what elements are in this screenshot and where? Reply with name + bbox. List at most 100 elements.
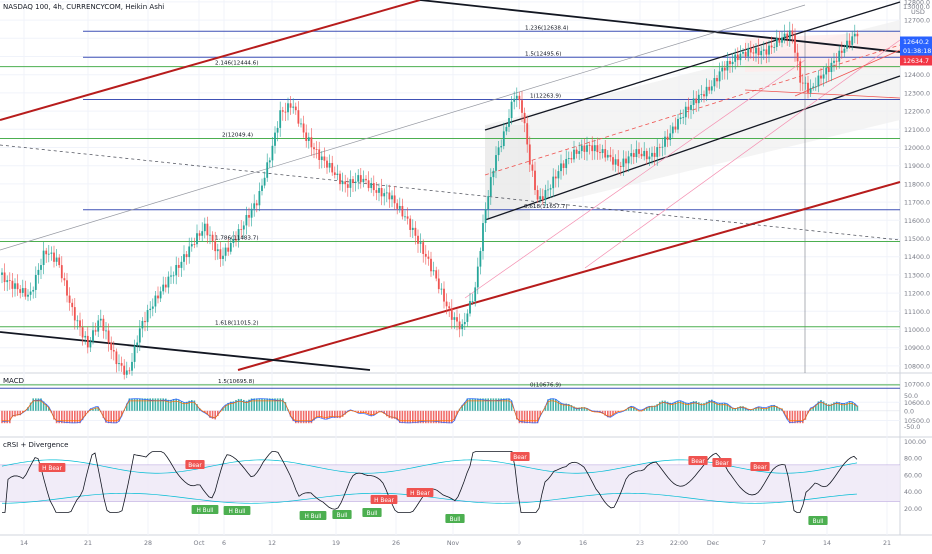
macd-histogram-bar bbox=[284, 402, 287, 411]
candle-body bbox=[575, 149, 578, 154]
candle-body bbox=[99, 318, 102, 321]
candle-body bbox=[567, 158, 570, 159]
candle-body bbox=[120, 363, 123, 366]
candle-body bbox=[638, 149, 640, 154]
macd-histogram-bar bbox=[778, 407, 781, 411]
macd-histogram-bar bbox=[466, 398, 469, 411]
time-tick-label: 7 bbox=[762, 540, 766, 547]
macd-histogram-bar bbox=[396, 410, 398, 421]
macd-histogram-bar bbox=[508, 398, 510, 411]
macd-histogram-bar bbox=[799, 410, 801, 424]
macd-histogram-bar bbox=[770, 405, 773, 411]
price-tick-label: 12400.0 bbox=[904, 72, 930, 79]
macd-histogram-bar bbox=[16, 410, 19, 416]
crsi-signal-bear: Bear bbox=[750, 462, 770, 471]
signal-label-bg bbox=[299, 511, 327, 520]
crsi-tick-label: 80.00 bbox=[904, 456, 922, 463]
time-tick-label: Nov bbox=[447, 540, 460, 547]
macd-histogram-bar bbox=[601, 410, 604, 414]
signal-label-text: H Bull bbox=[228, 509, 245, 515]
candle-body bbox=[573, 149, 575, 160]
macd-histogram-bar bbox=[32, 398, 34, 411]
candle-body bbox=[151, 306, 154, 309]
candle-body bbox=[16, 283, 19, 290]
macd-histogram-bar bbox=[305, 410, 307, 424]
macd-histogram-bar bbox=[685, 402, 687, 411]
candle-body bbox=[640, 153, 643, 157]
macd-histogram-bar bbox=[843, 403, 846, 411]
macd-histogram-bar bbox=[711, 399, 713, 411]
candle-body bbox=[736, 54, 739, 61]
signal-label-text: Bear bbox=[188, 463, 202, 469]
candle-body bbox=[198, 233, 201, 236]
candle-body bbox=[687, 106, 690, 110]
fib-level-label: 0.618(11657.7) bbox=[524, 204, 568, 210]
macd-histogram-bar bbox=[243, 399, 245, 411]
macd-histogram-bar bbox=[388, 410, 391, 419]
candle-body bbox=[599, 152, 601, 154]
candle-body bbox=[554, 176, 557, 179]
macd-histogram-bar bbox=[474, 398, 476, 411]
candle-body bbox=[94, 330, 97, 332]
macd-histogram-bar bbox=[523, 410, 526, 424]
price-tick-label: 11400.0 bbox=[904, 254, 930, 261]
macd-histogram-bar bbox=[81, 410, 84, 421]
macd-histogram-bar bbox=[708, 400, 710, 411]
candle-body bbox=[206, 223, 209, 236]
candle-body bbox=[172, 275, 175, 277]
macd-histogram-bar bbox=[646, 407, 648, 411]
macd-tick-label: 50.0 bbox=[904, 393, 918, 400]
macd-histogram-bar bbox=[120, 410, 123, 417]
crsi-signal-bear: Bear bbox=[712, 458, 732, 467]
macd-histogram-bar bbox=[159, 398, 162, 411]
signal-label-bg bbox=[712, 458, 732, 467]
macd-histogram-bar bbox=[612, 410, 614, 416]
candle-body bbox=[435, 270, 438, 279]
macd-histogram-bar bbox=[630, 406, 632, 411]
signal-label-bg bbox=[185, 460, 205, 469]
time-tick-label: 12 bbox=[268, 540, 276, 547]
signal-label-bg bbox=[38, 463, 66, 472]
macd-histogram-bar bbox=[419, 410, 422, 424]
macd-histogram-bar bbox=[149, 398, 151, 411]
current-price-tag-text: 12640.2 bbox=[903, 39, 929, 46]
candle-body bbox=[354, 181, 357, 184]
macd-histogram-bar bbox=[362, 410, 365, 413]
candle-body bbox=[315, 149, 318, 150]
macd-histogram-bar bbox=[820, 400, 822, 411]
candle-body bbox=[170, 275, 172, 277]
macd-histogram-bar bbox=[357, 410, 359, 414]
candle-body bbox=[196, 233, 198, 245]
macd-histogram-bar bbox=[55, 410, 58, 424]
candle-body bbox=[479, 251, 482, 267]
macd-histogram-bar bbox=[170, 399, 172, 411]
macd-histogram-bar bbox=[729, 405, 731, 411]
macd-histogram-bar bbox=[113, 410, 115, 424]
macd-histogram-bar bbox=[672, 402, 674, 411]
candle-body bbox=[794, 34, 796, 53]
candle-body bbox=[677, 118, 679, 130]
candle-body bbox=[292, 106, 295, 108]
candle-body bbox=[250, 208, 253, 218]
macd-histogram-bar bbox=[105, 410, 107, 423]
macd-histogram-bar bbox=[63, 410, 66, 424]
macd-histogram-bar bbox=[851, 401, 853, 411]
macd-histogram-bar bbox=[175, 398, 177, 411]
macd-histogram-bar bbox=[266, 398, 268, 411]
crsi-signal-bear: H Bear bbox=[406, 488, 434, 497]
macd-histogram-bar bbox=[68, 410, 71, 424]
macd-histogram-bar bbox=[609, 410, 612, 418]
candle-body bbox=[492, 170, 495, 178]
candle-body bbox=[391, 195, 393, 200]
candle-body bbox=[242, 225, 245, 230]
macd-histogram-bar bbox=[282, 398, 284, 411]
macd-histogram-bar bbox=[365, 410, 367, 414]
candle-body bbox=[229, 243, 232, 252]
candle-body bbox=[809, 87, 812, 93]
macd-histogram-bar bbox=[796, 410, 799, 424]
macd-histogram-bar bbox=[37, 398, 40, 411]
candle-body bbox=[840, 50, 843, 53]
dashed-trend-line bbox=[0, 144, 901, 241]
